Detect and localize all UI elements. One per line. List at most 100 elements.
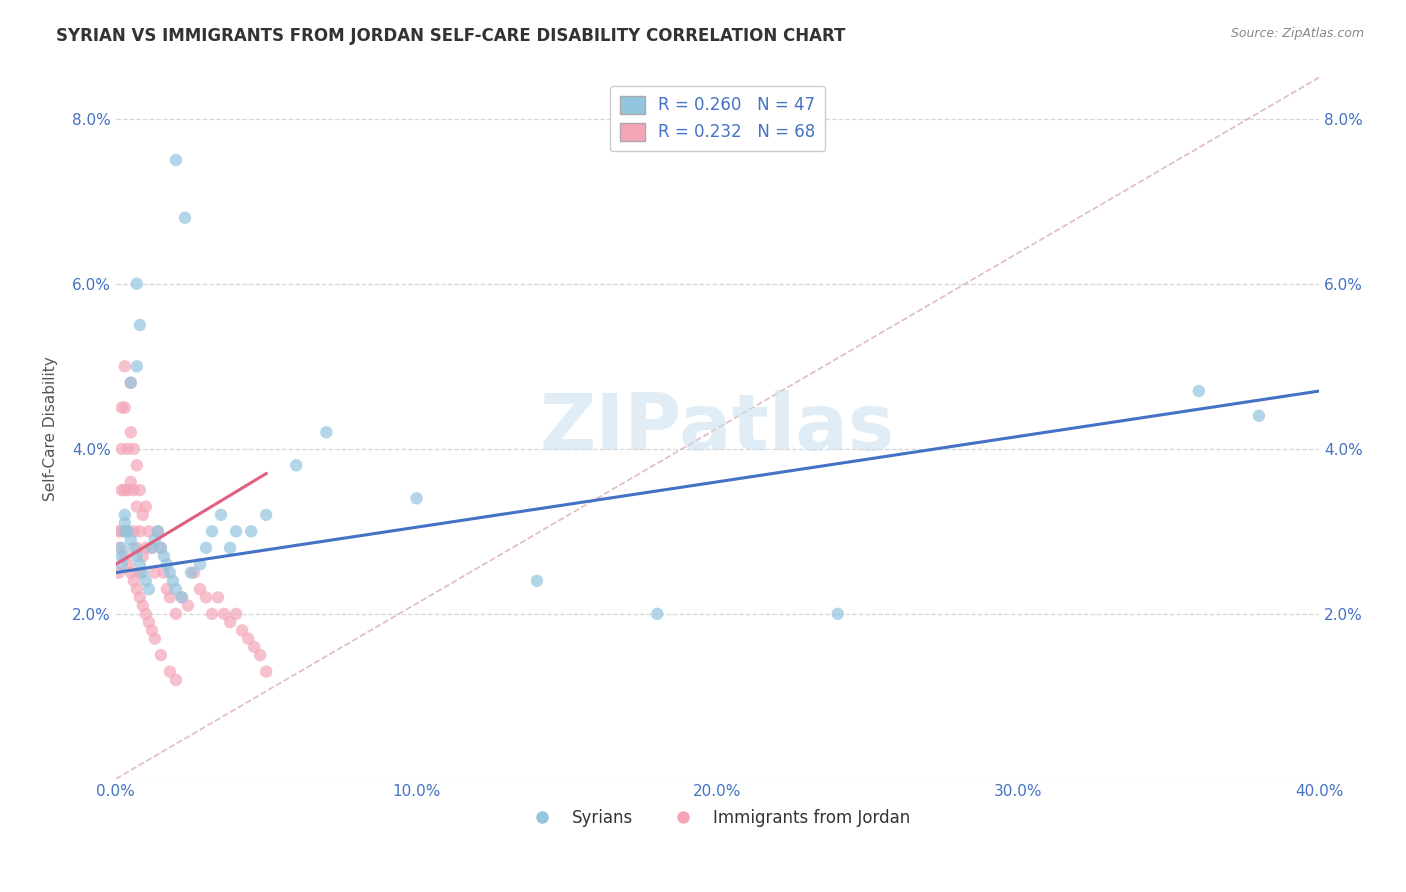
Point <box>149 541 172 555</box>
Point <box>207 591 229 605</box>
Point <box>149 648 172 662</box>
Point <box>122 524 145 539</box>
Point <box>1247 409 1270 423</box>
Point <box>117 558 139 572</box>
Point <box>120 475 142 489</box>
Point <box>122 574 145 588</box>
Point <box>156 582 179 596</box>
Text: ZIPatlas: ZIPatlas <box>540 390 896 467</box>
Point <box>156 558 179 572</box>
Point <box>128 483 150 497</box>
Point <box>219 615 242 629</box>
Point <box>170 591 193 605</box>
Point <box>120 376 142 390</box>
Point <box>111 549 134 563</box>
Point <box>125 500 148 514</box>
Point <box>135 541 157 555</box>
Point <box>132 508 155 522</box>
Point <box>128 566 150 580</box>
Point <box>125 541 148 555</box>
Point <box>120 566 142 580</box>
Point <box>153 549 176 563</box>
Point <box>114 516 136 530</box>
Point <box>141 624 163 638</box>
Point <box>128 318 150 332</box>
Point <box>120 533 142 547</box>
Point <box>170 591 193 605</box>
Point <box>122 442 145 456</box>
Point <box>243 640 266 654</box>
Point <box>120 425 142 440</box>
Point <box>138 582 160 596</box>
Point <box>141 541 163 555</box>
Point <box>114 549 136 563</box>
Point <box>107 541 129 555</box>
Point <box>225 607 247 621</box>
Point <box>225 524 247 539</box>
Point <box>315 425 337 440</box>
Point <box>143 632 166 646</box>
Point <box>143 566 166 580</box>
Point <box>114 524 136 539</box>
Point <box>111 558 134 572</box>
Point <box>149 541 172 555</box>
Point <box>143 533 166 547</box>
Point <box>107 524 129 539</box>
Point <box>122 541 145 555</box>
Point <box>132 566 155 580</box>
Point <box>111 401 134 415</box>
Point <box>188 558 211 572</box>
Point <box>645 607 668 621</box>
Point <box>249 648 271 662</box>
Point <box>114 524 136 539</box>
Point <box>183 566 205 580</box>
Point <box>177 599 200 613</box>
Point <box>195 541 218 555</box>
Point <box>1188 384 1211 398</box>
Point <box>285 458 308 473</box>
Point <box>201 607 224 621</box>
Point <box>114 401 136 415</box>
Point <box>135 500 157 514</box>
Point <box>146 524 169 539</box>
Point <box>159 591 181 605</box>
Point <box>120 376 142 390</box>
Point <box>165 582 187 596</box>
Point <box>141 541 163 555</box>
Legend: Syrians, Immigrants from Jordan: Syrians, Immigrants from Jordan <box>519 803 917 834</box>
Point <box>125 458 148 473</box>
Point <box>114 359 136 374</box>
Point <box>165 673 187 687</box>
Point <box>159 566 181 580</box>
Point <box>195 591 218 605</box>
Point <box>135 607 157 621</box>
Point <box>117 483 139 497</box>
Point <box>107 566 129 580</box>
Point <box>125 359 148 374</box>
Point <box>188 582 211 596</box>
Point <box>240 524 263 539</box>
Point <box>111 524 134 539</box>
Y-axis label: Self-Care Disability: Self-Care Disability <box>44 356 58 500</box>
Point <box>162 574 184 588</box>
Point <box>125 549 148 563</box>
Point <box>125 277 148 291</box>
Point <box>128 591 150 605</box>
Point <box>132 549 155 563</box>
Point <box>114 483 136 497</box>
Point <box>209 508 232 522</box>
Point <box>138 524 160 539</box>
Point <box>236 632 259 646</box>
Point <box>111 483 134 497</box>
Point <box>219 541 242 555</box>
Point <box>827 607 849 621</box>
Point <box>135 574 157 588</box>
Point <box>165 153 187 167</box>
Point <box>254 665 277 679</box>
Point <box>526 574 548 588</box>
Point <box>125 582 148 596</box>
Text: SYRIAN VS IMMIGRANTS FROM JORDAN SELF-CARE DISABILITY CORRELATION CHART: SYRIAN VS IMMIGRANTS FROM JORDAN SELF-CA… <box>56 27 845 45</box>
Point <box>159 665 181 679</box>
Point <box>117 442 139 456</box>
Point <box>254 508 277 522</box>
